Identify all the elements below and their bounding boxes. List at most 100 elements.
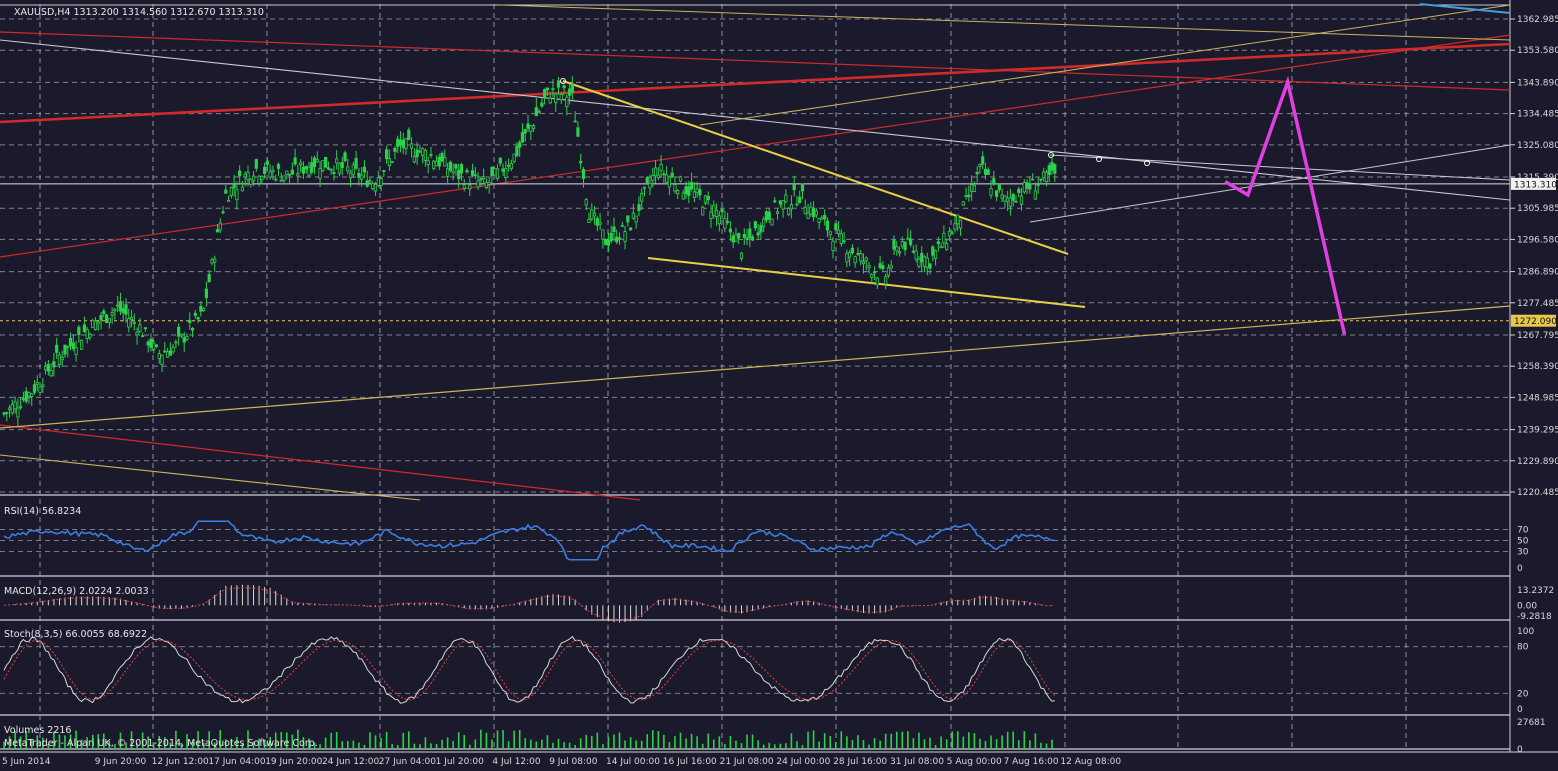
candle-body (229, 187, 233, 196)
time-tick-label: 7 Aug 16:00 (1004, 757, 1059, 767)
macd-tick-label: -9.2818 (1517, 612, 1552, 622)
candle-body (953, 223, 957, 230)
candle-body (35, 382, 39, 386)
trend-lines (0, 3, 1511, 501)
candle-body (274, 178, 278, 181)
candle-body (409, 143, 414, 149)
candle-body (884, 276, 888, 285)
candle-body (676, 190, 680, 195)
candle-body (692, 191, 696, 198)
candle-body (290, 169, 294, 175)
candle-body (864, 257, 868, 262)
candle-body (784, 194, 788, 203)
time-tick-label: 5 Jun 2014 (2, 757, 51, 767)
candle-body (562, 85, 566, 89)
candle-body (121, 308, 125, 314)
candle-body (798, 196, 802, 203)
candle-body (1050, 162, 1054, 171)
candle-body (1019, 195, 1024, 205)
candle-body (1042, 171, 1046, 178)
candle-body (80, 339, 84, 350)
candle-body (193, 312, 197, 316)
candle-body (348, 172, 353, 179)
candle-body (620, 225, 624, 227)
candle-body (426, 160, 430, 165)
candle-body (163, 350, 167, 353)
candle-body (276, 164, 281, 169)
time-tick-label: 27 Jun 04:00 (379, 757, 436, 767)
candle-body (848, 252, 852, 258)
candle-body (210, 259, 214, 264)
candle-body (357, 173, 361, 178)
time-tick-label: 16 Jul 16:00 (663, 757, 717, 767)
candle-body (157, 353, 161, 360)
candle-body (728, 228, 733, 233)
candle-body (165, 351, 170, 358)
candle-body (886, 267, 891, 276)
candle-body (93, 320, 98, 330)
candle-body (423, 150, 428, 161)
candle-body (545, 87, 550, 91)
yellow-rising-support-line (0, 305, 1511, 429)
candle-body (188, 319, 192, 324)
time-tick-label: 1 Jul 20:00 (436, 757, 485, 767)
candle-body (88, 333, 92, 338)
candle-body (71, 342, 75, 350)
candle-body (30, 393, 34, 398)
candle-body (842, 240, 846, 243)
candle-body (637, 204, 641, 211)
candle-body (559, 94, 563, 101)
candle-body (154, 344, 159, 347)
candle-body (160, 354, 164, 365)
candle-body (118, 301, 123, 312)
candle-body (981, 156, 985, 165)
candle-body (382, 170, 386, 172)
candle-body (950, 232, 954, 235)
candle-body (556, 80, 561, 88)
candle-body (254, 159, 258, 169)
candle-body (437, 156, 441, 167)
time-tick-label: 12 Jun 12:00 (152, 757, 209, 767)
time-tick-label: 17 Jun 04:00 (208, 757, 265, 767)
candle-body (914, 250, 918, 260)
candle-body (482, 176, 486, 180)
candle-body (861, 261, 866, 265)
time-tick-label: 5 Aug 00:00 (947, 757, 1002, 767)
candle-body (595, 218, 599, 226)
blue-line (1419, 3, 1511, 14)
candle-body (811, 207, 816, 218)
stoch-signal-line (3, 639, 1056, 701)
candle-body (1044, 171, 1049, 183)
candle-body (612, 226, 616, 233)
candle-body (859, 253, 863, 262)
candle-body (268, 171, 272, 178)
candle-body (324, 156, 328, 168)
candle-body (956, 214, 960, 225)
candle-body (881, 265, 885, 270)
candle-body (895, 246, 899, 252)
time-tick-label: 24 Jul 00:00 (776, 757, 830, 767)
candle-body (49, 370, 53, 377)
candle-body (418, 150, 422, 153)
candle-body (1036, 184, 1040, 186)
candle-body (96, 321, 100, 324)
candle-body (917, 258, 921, 267)
candle-body (19, 406, 23, 409)
candle-body (265, 160, 269, 165)
yellow-upper-channel-line (699, 4, 1511, 126)
candle-body (46, 364, 50, 372)
candle-body (207, 274, 211, 283)
candle-body (174, 341, 178, 344)
candle-body (831, 240, 835, 251)
candle-body (737, 232, 741, 239)
grid (0, 0, 1558, 753)
candle-body (360, 174, 364, 180)
candle-body (814, 210, 818, 216)
candle-body (978, 164, 982, 167)
candle-body (565, 96, 569, 108)
candle-body (825, 220, 830, 231)
rsi-tick-label: 0 (1517, 564, 1523, 574)
candle-body (479, 178, 483, 181)
